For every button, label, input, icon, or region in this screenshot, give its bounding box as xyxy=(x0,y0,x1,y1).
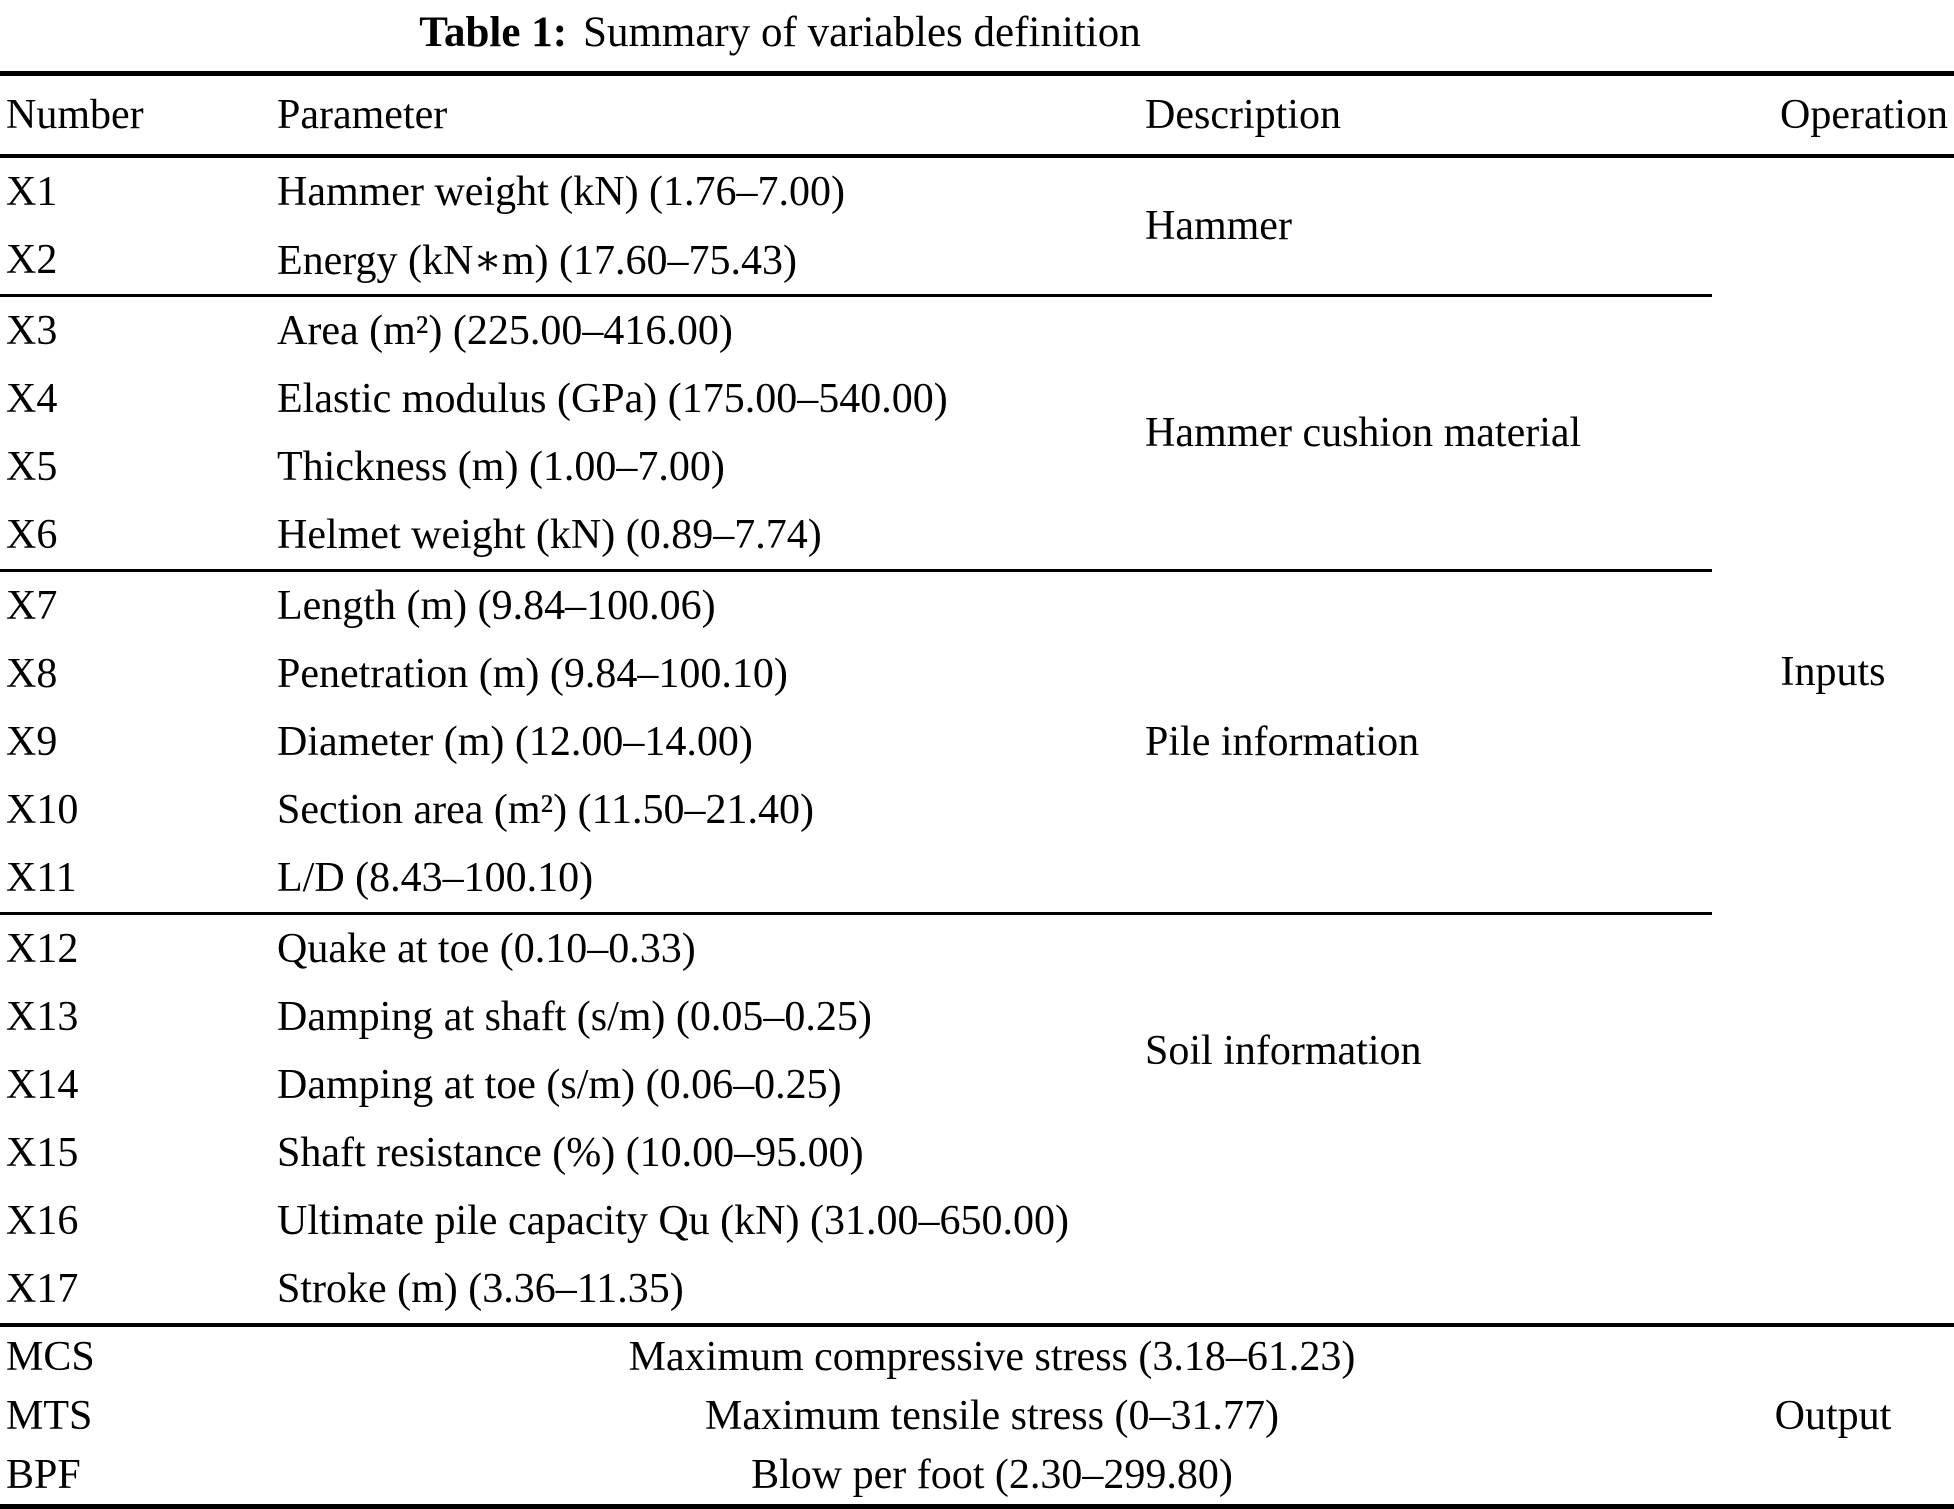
table-row: X9 Diameter (m) (12.00–14.00) xyxy=(0,708,1954,776)
parameter-cell: Maximum tensile stress (0–31.77) xyxy=(705,1392,1279,1439)
table-caption-label: Table 1: xyxy=(419,9,568,56)
table-row: X7 Length (m) (9.84–100.06) Pile informati… xyxy=(0,570,1954,915)
parameter-cell: Section area (m²) (11.50–21.40) xyxy=(277,787,815,833)
parameter-cell: Thickness (m) (1.00–7.00) xyxy=(277,444,725,490)
number-cell: X10 xyxy=(6,787,79,833)
table-row: BPF Blow per foot (2.30–299.80) xyxy=(0,1445,1954,1509)
table-row: MTS Maximum tensile stress (0–31.77) xyxy=(0,1386,1954,1445)
parameter-cell: Ultimate pile capacity Qu (kN) (31.00–65… xyxy=(277,1198,1069,1244)
table-row: X14 Damping at toe (s/m) (0.06–0.25) xyxy=(0,1051,1954,1119)
parameter-cell: Quake at toe (0.10–0.33) xyxy=(277,926,696,972)
number-cell: X4 xyxy=(6,376,58,422)
parameter-cell: Stroke (m) (3.36–11.35) xyxy=(272,1255,1137,1327)
number-cell: X1 xyxy=(6,169,58,215)
column-header-description: Description xyxy=(1137,71,1712,158)
parameter-cell: Hammer weight (kN) (1.76–7.00) xyxy=(277,169,846,215)
number-cell: X6 xyxy=(0,501,272,572)
number-cell: X17 xyxy=(0,1255,272,1327)
parameter-cell: Maximum compressive stress (3.18–61.23) xyxy=(628,1333,1356,1380)
table-row: MCS Maximum compressive stress (3.18–61.2… xyxy=(0,1325,1954,1509)
description-cell: Hammer xyxy=(1137,156,1712,297)
table-row: X15 Shaft resistance (%) (10.00–95.00) xyxy=(0,1119,1954,1187)
parameter-cell: Length (m) (9.84–100.06) xyxy=(277,583,716,629)
parameter-cell: Penetration (m) (9.84–100.10) xyxy=(277,651,788,697)
table-row: X17 Stroke (m) (3.36–11.35) xyxy=(0,1255,1954,1327)
variables-table: Number Parameter Description Operation X… xyxy=(0,71,1954,1509)
table-row: X6 Helmet weight (kN) (0.89–7.74) xyxy=(0,501,1954,572)
number-cell: MCS xyxy=(6,1333,95,1380)
table-row: X1 Hammer weight (kN) (1.76–7.00) Hammer In… xyxy=(0,156,1954,1327)
number-cell: X14 xyxy=(6,1062,79,1108)
operation-inputs-cell: Inputs xyxy=(1712,156,1954,1327)
parameter-cell: Damping at toe (s/m) (0.06–0.25) xyxy=(277,1062,842,1108)
parameter-cell: Area (m²) (225.00–416.00) xyxy=(277,308,733,354)
number-cell: MTS xyxy=(6,1392,93,1439)
parameter-cell: Helmet weight (kN) (0.89–7.74) xyxy=(272,501,1137,572)
parameter-cell: Diameter (m) (12.00–14.00) xyxy=(277,719,753,765)
description-cell: Pile information xyxy=(1137,570,1712,915)
table-row: X10 Section area (m²) (11.50–21.40) xyxy=(0,776,1954,844)
number-cell: BPF xyxy=(0,1445,272,1509)
table-row: X8 Penetration (m) (9.84–100.10) xyxy=(0,640,1954,708)
number-cell: X11 xyxy=(0,844,272,915)
table-row: X13 Damping at shaft (s/m) (0.05–0.25) xyxy=(0,983,1954,1051)
table-caption-text: Summary of variables definition xyxy=(583,9,1141,56)
parameter-cell: Shaft resistance (%) (10.00–95.00) xyxy=(277,1130,864,1176)
column-header-operation: Operation xyxy=(1712,71,1954,158)
table-row: X11 L/D (8.43–100.10) xyxy=(0,844,1954,915)
parameter-cell: Energy (kN∗m) (17.60–75.43) xyxy=(272,226,1137,297)
number-cell: X13 xyxy=(6,994,79,1040)
number-cell: X15 xyxy=(6,1130,79,1176)
parameter-cell: L/D (8.43–100.10) xyxy=(272,844,1137,915)
table-row: X3 Area (m²) (225.00–416.00) Hammer cushio… xyxy=(0,295,1954,572)
table-row: X2 Energy (kN∗m) (17.60–75.43) xyxy=(0,226,1954,297)
number-cell: X3 xyxy=(6,308,58,354)
table-row: X4 Elastic modulus (GPa) (175.00–540.00) xyxy=(0,365,1954,433)
header-row: Number Parameter Description Operation xyxy=(0,71,1954,158)
number-cell: X16 xyxy=(6,1198,79,1244)
description-cell: Soil information xyxy=(1137,913,1712,1327)
column-header-number: Number xyxy=(0,71,272,158)
parameter-cell: Damping at shaft (s/m) (0.05–0.25) xyxy=(277,994,872,1040)
parameter-cell: Blow per foot (2.30–299.80) xyxy=(272,1445,1712,1509)
table-row: X5 Thickness (m) (1.00–7.00) xyxy=(0,433,1954,501)
parameter-cell: Elastic modulus (GPa) (175.00–540.00) xyxy=(277,376,948,422)
column-header-parameter: Parameter xyxy=(272,71,1137,158)
number-cell: X7 xyxy=(6,583,58,629)
number-cell: X8 xyxy=(6,651,58,697)
number-cell: X2 xyxy=(0,226,272,297)
number-cell: X5 xyxy=(6,444,58,490)
table-row: X16 Ultimate pile capacity Qu (kN) (31.00… xyxy=(0,1187,1954,1255)
table-row: X12 Quake at toe (0.10–0.33) Soil informat… xyxy=(0,913,1954,1327)
description-cell: Hammer cushion material xyxy=(1137,295,1712,572)
table-caption: Table 1: Summary of variables definition xyxy=(0,0,1560,57)
operation-output-cell: Output xyxy=(1712,1325,1954,1509)
number-cell: X12 xyxy=(6,926,79,972)
number-cell: X9 xyxy=(6,719,58,765)
